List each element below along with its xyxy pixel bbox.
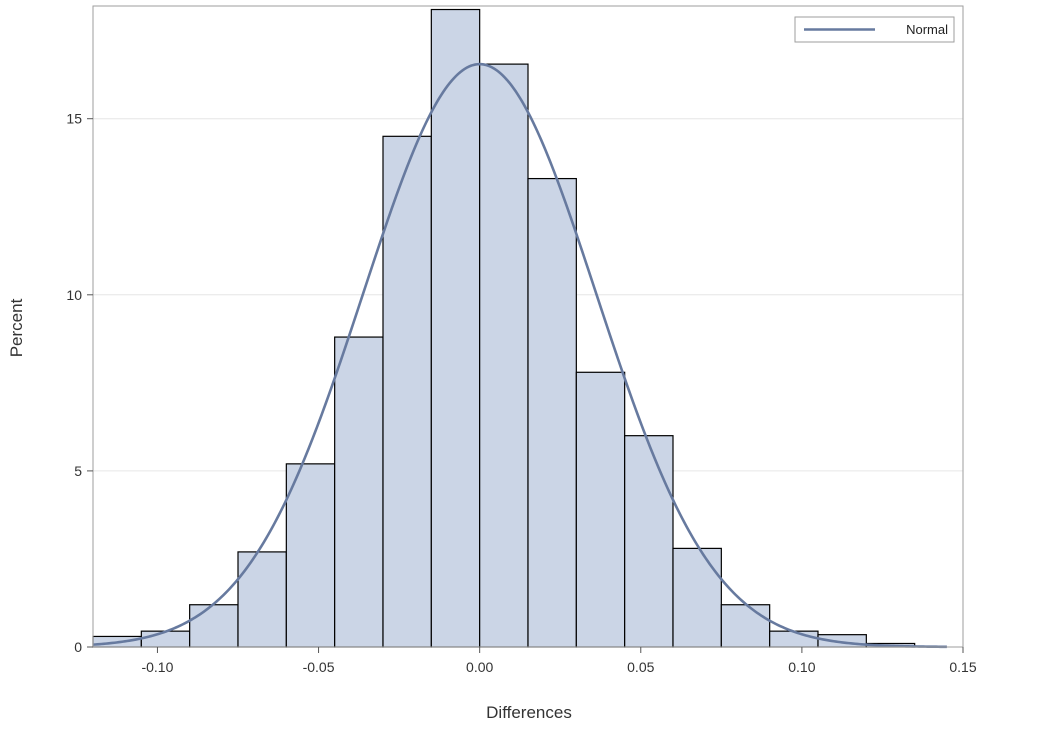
bar-8: [479, 63, 529, 648]
y-tick-label-0: 0: [74, 639, 82, 655]
bar-14: [769, 630, 819, 648]
x-tick-label-5: 0.15: [949, 659, 976, 675]
x-tick-label-1: -0.05: [303, 659, 335, 675]
histogram-bars: [92, 8, 916, 648]
bar-6: [382, 135, 432, 648]
x-axis-ticks: -0.10 -0.05 0.00 0.05 0.10 0.15: [141, 647, 977, 675]
x-tick-label-0: -0.10: [141, 659, 173, 675]
y-tick-label-3: 15: [66, 111, 82, 127]
bar-11: [624, 435, 674, 648]
plot-frame: [92, 5, 964, 648]
bar-1: [140, 630, 191, 648]
y-tick-label-2: 10: [66, 287, 82, 303]
bar-5: [334, 336, 384, 648]
bar-2: [189, 604, 239, 648]
y-tick-label-1: 5: [74, 463, 82, 479]
bar-9: [527, 177, 577, 648]
x-tick-label-2: 0.00: [466, 659, 493, 675]
y-axis-ticks: 0 5 10 15: [66, 111, 93, 655]
bar-10: [575, 371, 626, 648]
x-tick-label-3: 0.05: [627, 659, 654, 675]
legend: Normal: [794, 16, 955, 43]
x-tick-label-4: 0.10: [788, 659, 815, 675]
legend-label-normal: Normal: [906, 22, 948, 37]
bar-3: [237, 551, 287, 648]
bar-7: [430, 8, 481, 648]
bar-13: [720, 604, 771, 648]
y-axis-title: Percent: [7, 298, 26, 357]
x-axis-title: Differences: [486, 703, 572, 722]
bar-12: [672, 547, 722, 648]
bar-4: [285, 463, 336, 648]
normal-curve-line: [92, 62, 947, 649]
